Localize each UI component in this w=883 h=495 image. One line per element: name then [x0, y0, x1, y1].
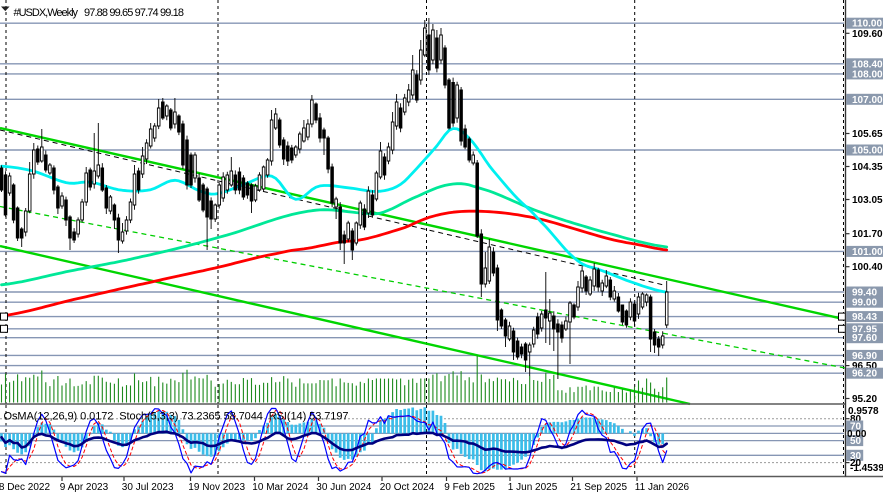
svg-text:105.00: 105.00	[852, 146, 883, 157]
svg-text:50: 50	[850, 436, 862, 447]
svg-text:1 Jun 2025: 1 Jun 2025	[508, 482, 558, 493]
svg-text:80: 80	[850, 414, 862, 425]
svg-text:21 Sep 2025: 21 Sep 2025	[570, 482, 627, 493]
svg-text:11 Jan 2026: 11 Jan 2026	[635, 482, 690, 493]
svg-text:70: 70	[850, 422, 862, 433]
svg-text:97.88 99.65 97.74 99.18: 97.88 99.65 97.74 99.18	[84, 7, 184, 19]
svg-text:#USDX,Weekly: #USDX,Weekly	[14, 7, 79, 19]
svg-text:107.00: 107.00	[852, 95, 883, 106]
svg-text:105.65: 105.65	[852, 129, 883, 140]
svg-text:99.40: 99.40	[852, 288, 877, 299]
svg-text:96.20: 96.20	[852, 369, 877, 380]
svg-text:103.05: 103.05	[852, 195, 883, 206]
svg-text:108.40: 108.40	[852, 59, 883, 70]
svg-text:104.35: 104.35	[852, 162, 883, 173]
svg-text:101.70: 101.70	[852, 229, 883, 240]
svg-text:18 Dec 2022: 18 Dec 2022	[0, 482, 50, 493]
svg-text:97.95: 97.95	[852, 324, 877, 335]
svg-text:30: 30	[850, 451, 862, 462]
svg-text:20: 20	[850, 458, 862, 469]
svg-text:110.00: 110.00	[852, 19, 882, 30]
svg-text:0.00: 0.00	[847, 429, 867, 440]
svg-text:95.20: 95.20	[852, 394, 877, 405]
svg-text:97.60: 97.60	[852, 333, 877, 344]
svg-text:98.43: 98.43	[852, 312, 877, 323]
svg-text:108.00: 108.00	[852, 69, 883, 80]
svg-text:9 Feb 2025: 9 Feb 2025	[444, 482, 495, 493]
svg-text:99.00: 99.00	[852, 298, 877, 309]
svg-text:19 Nov 2023: 19 Nov 2023	[188, 482, 245, 493]
svg-text:109.60: 109.60	[852, 29, 883, 40]
svg-text:9 Apr 2023: 9 Apr 2023	[60, 482, 109, 493]
svg-text:10 Mar 2024: 10 Mar 2024	[252, 482, 309, 493]
svg-text:30 Jun 2024: 30 Jun 2024	[316, 482, 371, 493]
svg-text:20 Oct 2024: 20 Oct 2024	[380, 482, 435, 493]
svg-text:96.90: 96.90	[852, 351, 877, 362]
svg-text:96.50: 96.50	[852, 361, 877, 372]
svg-text:100.40: 100.40	[852, 262, 883, 273]
svg-text:0.9578: 0.9578	[848, 406, 879, 417]
svg-text:101.00: 101.00	[852, 247, 883, 258]
svg-text:-1.4539: -1.4539	[850, 463, 883, 474]
svg-text:30 Jul 2023: 30 Jul 2023	[122, 482, 174, 493]
svg-text:OsMA(12,26,9) 0.0172 Stoch(5,: OsMA(12,26,9) 0.0172 Stoch(5,3,3) 73.236…	[4, 411, 349, 423]
